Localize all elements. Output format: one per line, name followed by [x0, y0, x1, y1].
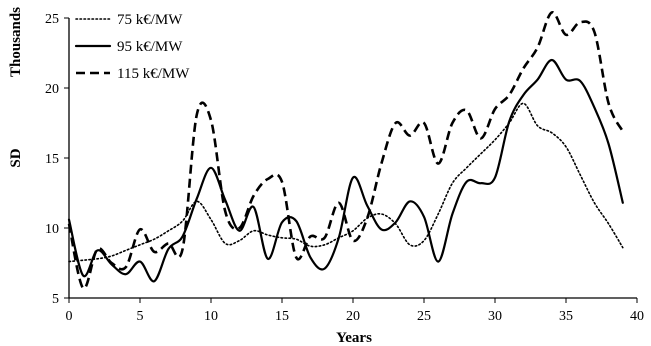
y-tick-label: 5: [52, 292, 59, 307]
y-axis-title: SD: [8, 148, 24, 167]
x-tick-label: 30: [488, 309, 502, 324]
series-line-2: [67, 58, 624, 283]
legend-label: 75 k€/MW: [117, 12, 183, 28]
series-lines: [67, 11, 624, 290]
y-ticks: 5 10 15 20 25: [45, 12, 69, 307]
x-ticks: 0 5 10 15 20 25 30 35 40: [66, 298, 644, 324]
x-axis-title: Years: [336, 330, 372, 346]
x-tick-label: 35: [559, 309, 573, 324]
x-tick-label: 10: [204, 309, 218, 324]
x-tick-label: 0: [66, 309, 73, 324]
y-tick-label: 20: [45, 82, 59, 97]
x-tick-label: 15: [275, 309, 289, 324]
legend-label: 115 k€/MW: [117, 66, 190, 82]
x-tick-label: 5: [137, 309, 144, 324]
y-tick-label: 25: [45, 12, 59, 27]
x-tick-label: 40: [630, 309, 644, 324]
x-tick-label: 25: [417, 309, 431, 324]
legend: 75 k€/MW 95 k€/MW 115 k€/MW: [74, 12, 190, 82]
y-unit-label: Thousands: [8, 7, 24, 77]
legend-label: 95 k€/MW: [117, 39, 183, 55]
y-tick-label: 10: [45, 222, 59, 237]
x-tick-label: 20: [346, 309, 360, 324]
series-line-3: [67, 11, 624, 290]
series-line-1: [68, 102, 624, 263]
y-tick-label: 15: [45, 152, 59, 167]
